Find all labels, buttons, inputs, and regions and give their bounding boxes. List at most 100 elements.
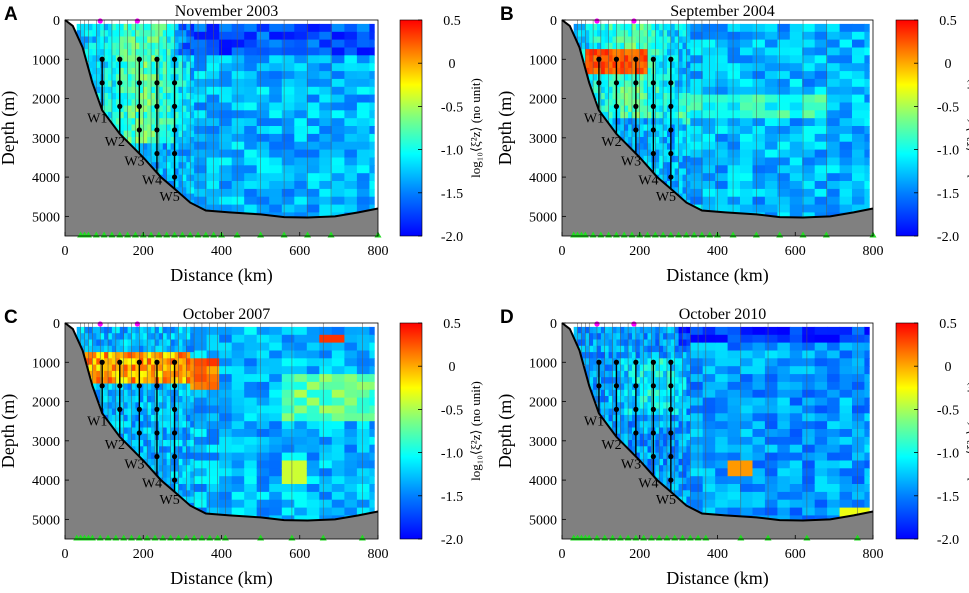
- heatmap-cell: [667, 162, 672, 170]
- heatmap-cell: [319, 102, 333, 111]
- heatmap-cell: [635, 396, 641, 403]
- heatmap-cell: [635, 452, 641, 460]
- heatmap-cell: [690, 86, 704, 96]
- heatmap-cell: [727, 476, 741, 485]
- heatmap-cell: [256, 94, 270, 104]
- heatmap-cell: [219, 413, 233, 422]
- heatmap-cell: [281, 491, 295, 501]
- heatmap-cell: [269, 39, 283, 49]
- heatmap-cell: [143, 345, 148, 353]
- heatmap-cell: [814, 149, 828, 159]
- heatmap-cell: [80, 333, 86, 341]
- heatmap-cell: [632, 339, 637, 347]
- heatmap-cell: [852, 436, 865, 446]
- heatmap-cell: [620, 396, 625, 403]
- heatmap-cell: [170, 74, 176, 82]
- heatmap-cell: [158, 345, 164, 353]
- heatmap-cell: [147, 143, 152, 151]
- heatmap-cell: [628, 124, 633, 132]
- heatmap-cell: [643, 118, 649, 126]
- heatmap-cell: [604, 396, 610, 403]
- heatmap-cell: [752, 188, 766, 198]
- heatmap-cell: [178, 80, 183, 88]
- heatmap-cell: [682, 99, 687, 107]
- instrument-dot: [117, 80, 123, 86]
- heatmap-cell: [162, 61, 168, 69]
- heatmap-cell: [659, 162, 664, 170]
- heatmap-cell: [715, 39, 729, 49]
- heatmap-cell: [123, 345, 129, 353]
- mooring-w3: W3: [124, 56, 145, 170]
- instrument-dot: [154, 127, 160, 133]
- heatmap-cell: [344, 476, 358, 485]
- heatmap-cell: [686, 326, 691, 334]
- heatmap-cell: [111, 364, 117, 372]
- heatmap-cell: [852, 452, 865, 462]
- heatmap-cell: [135, 42, 140, 50]
- heatmap-cell: [135, 99, 140, 107]
- heatmap-cell: [194, 326, 208, 336]
- heatmap-cell: [764, 173, 778, 182]
- heatmap-cell: [294, 94, 308, 104]
- heatmap-cell: [764, 118, 778, 127]
- heatmap-cell: [690, 491, 704, 501]
- heatmap-cell: [294, 421, 308, 430]
- heatmap-cell: [108, 326, 113, 334]
- heatmap-cell: [628, 402, 633, 410]
- heatmap-cell: [170, 162, 176, 170]
- heatmap-cell: [814, 389, 828, 399]
- heatmap-cell: [104, 383, 109, 391]
- heatmap-cell: [715, 149, 729, 159]
- heatmap-cell: [802, 133, 816, 143]
- heatmap-cell: [715, 118, 729, 127]
- heatmap-cell: [344, 429, 358, 438]
- heatmap-cell: [864, 181, 870, 190]
- heatmap-cell: [219, 468, 233, 477]
- heatmap-cell: [635, 130, 641, 138]
- heatmap-cell: [331, 165, 345, 174]
- heatmap-cell: [119, 86, 125, 94]
- heatmap-cell: [294, 71, 308, 80]
- heatmap-cell: [190, 402, 195, 410]
- heatmap-cell: [108, 339, 113, 347]
- heatmap-cell: [715, 173, 729, 182]
- heatmap-cell: [111, 408, 117, 416]
- heatmap-cell: [678, 339, 684, 347]
- heatmap-cell: [143, 93, 148, 100]
- heatmap-cell: [702, 126, 716, 135]
- heatmap-cell: [143, 149, 148, 157]
- heatmap-cell: [616, 414, 621, 422]
- heatmap-cell: [702, 366, 716, 375]
- heatmap-cell: [789, 350, 803, 359]
- heatmap-cell: [702, 196, 716, 206]
- heatmap-cell: [219, 196, 233, 206]
- heatmap-cell: [269, 86, 283, 96]
- instrument-dot: [136, 383, 142, 389]
- heatmap-cell: [231, 381, 245, 391]
- heatmap-cell: [190, 61, 195, 69]
- heatmap-cell: [244, 47, 258, 56]
- colorbar-tick-label: 0: [945, 360, 952, 375]
- heatmap-cell: [686, 339, 691, 347]
- heatmap-cell: [674, 143, 680, 151]
- heatmap-cell: [92, 333, 97, 341]
- heatmap-cell: [814, 405, 828, 414]
- heatmap-cell: [231, 429, 245, 438]
- heatmap-cell: [356, 334, 370, 344]
- heatmap-cell: [269, 342, 283, 352]
- heatmap-cell: [190, 396, 195, 403]
- heatmap-cell: [702, 94, 716, 104]
- heatmap-cell: [319, 165, 333, 174]
- heatmap-cell: [690, 39, 704, 49]
- heatmap-cell: [219, 374, 233, 383]
- heatmap-cell: [678, 80, 684, 88]
- heatmap-cell: [147, 30, 152, 38]
- heatmap-cell: [356, 188, 370, 198]
- heatmap-cell: [369, 444, 375, 454]
- heatmap-cell: [166, 477, 172, 485]
- heatmap-cell: [674, 377, 680, 385]
- heatmap-cell: [123, 49, 129, 56]
- heatmap-cell: [170, 421, 176, 429]
- heatmap-cell: [655, 143, 660, 151]
